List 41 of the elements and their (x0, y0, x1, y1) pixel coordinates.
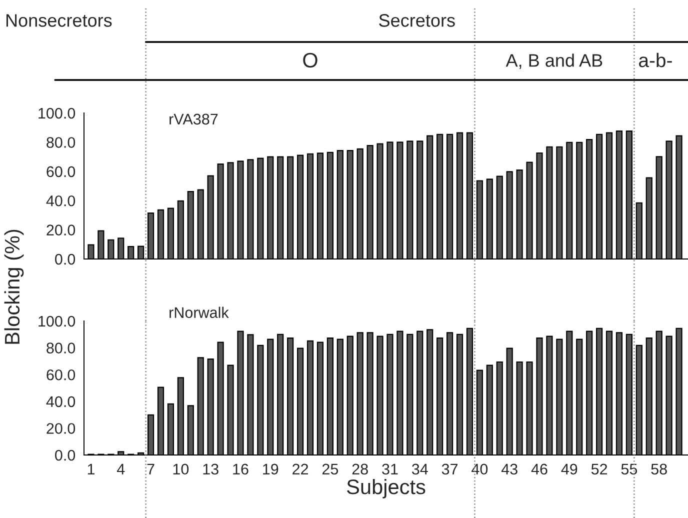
y-tick-label: 100.0 (38, 108, 76, 119)
y-tick-label: 40.0 (46, 396, 76, 408)
x-tick-label: 10 (173, 464, 189, 475)
y-tick-label: 60.0 (46, 369, 76, 380)
x-tick-label: 43 (501, 464, 518, 475)
chart-title: rNorwalk (170, 306, 229, 318)
x-tick-label: 55 (621, 464, 638, 475)
x-tick-label: 22 (292, 464, 308, 474)
y-axis-title: Blocking (%) (4, 230, 24, 344)
text: O (303, 52, 318, 68)
x-tick-label: 37 (442, 464, 458, 475)
text: Secretors (379, 14, 455, 27)
x-tick-label: 25 (322, 464, 338, 475)
x-tick-label: 58 (651, 464, 667, 475)
y-tick-label: 80.0 (46, 137, 76, 148)
x-tick-label: 34 (412, 464, 428, 475)
text: a-b- (639, 52, 672, 68)
x-tick-label: 52 (591, 464, 608, 475)
x-tick-label: 28 (352, 464, 368, 475)
x-tick-label: 31 (382, 464, 398, 475)
y-tick-label: 0.0 (55, 254, 76, 265)
x-tick-label: 13 (203, 464, 218, 475)
x-tick-label: 49 (561, 464, 578, 475)
x-axis-title: Subjects (346, 478, 426, 498)
chart-title: rVA387 (170, 114, 218, 125)
y-tick-label: 80.0 (46, 342, 76, 354)
x-tick-label: 46 (531, 464, 548, 475)
x-tick-label: 16 (233, 464, 248, 475)
y-tick-label: 40.0 (46, 195, 76, 206)
y-tick-label: 100.0 (38, 316, 76, 327)
x-tick-label: 7 (147, 464, 154, 474)
text: Nonsecretors (6, 14, 112, 27)
x-tick-label: 19 (263, 464, 278, 475)
y-tick-label: 0.0 (55, 450, 76, 461)
y-tick-label: 20.0 (46, 224, 76, 236)
x-tick-label: 40 (472, 464, 488, 475)
text: A, B and AB (506, 54, 602, 69)
y-tick-label: 20.0 (46, 423, 76, 434)
x-tick-label: 1 (88, 464, 94, 474)
y-tick-label: 60.0 (46, 166, 76, 178)
x-tick-label: 4 (116, 464, 125, 474)
